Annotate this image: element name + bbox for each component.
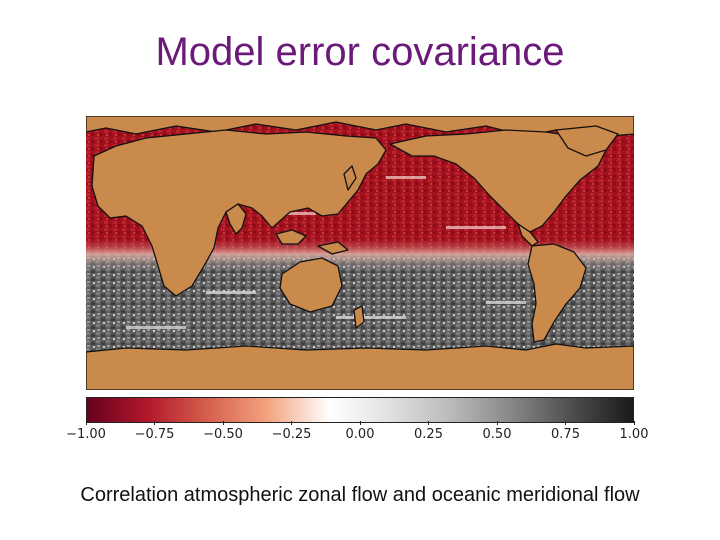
- slide-title: Model error covariance: [155, 30, 565, 74]
- colorbar: [86, 397, 634, 423]
- colorbar-tick-mark: [291, 421, 292, 425]
- colorbar-tick-mark: [633, 421, 635, 425]
- new-guinea: [317, 241, 349, 255]
- north-america: [389, 129, 607, 233]
- slide-caption: Correlation atmospheric zonal flow and o…: [80, 484, 640, 506]
- bright-streaks: [126, 176, 526, 329]
- land: [86, 116, 634, 390]
- colorbar-tick-mark: [222, 421, 224, 425]
- colorbar-tick-mark: [428, 421, 429, 425]
- new-zealand: [353, 305, 365, 329]
- colorbar-tick-mark: [565, 421, 566, 425]
- colorbar-tick-label: −0.50: [203, 427, 243, 442]
- south-america: [527, 243, 587, 343]
- colorbar-tick-label: −1.00: [66, 427, 106, 442]
- central-america: [517, 223, 539, 247]
- greenland: [555, 125, 619, 157]
- colorbar-tick-mark: [154, 421, 155, 425]
- colorbar-tick-mark: [496, 421, 498, 425]
- antarctica: [86, 343, 634, 390]
- japan: [343, 165, 357, 191]
- eurasia-africa: [91, 129, 387, 297]
- colorbar-tick-label: 0.50: [482, 427, 512, 442]
- colorbar-tick-label: −0.75: [134, 427, 175, 442]
- colorbar-tick-label: 0.75: [551, 427, 580, 442]
- maritime-continent: [275, 229, 307, 245]
- colorbar-tick-label: −0.25: [271, 427, 312, 442]
- australia: [279, 257, 343, 313]
- colorbar-tick-label: 0.25: [414, 427, 443, 442]
- colorbar-tick-mark: [359, 421, 361, 425]
- colorbar-tick-mark: [85, 421, 87, 425]
- colorbar-tick-label: 0.00: [345, 427, 375, 442]
- world-correlation-map: [86, 116, 634, 390]
- colorbar-tick-label: 1.00: [619, 427, 649, 442]
- india: [225, 203, 247, 235]
